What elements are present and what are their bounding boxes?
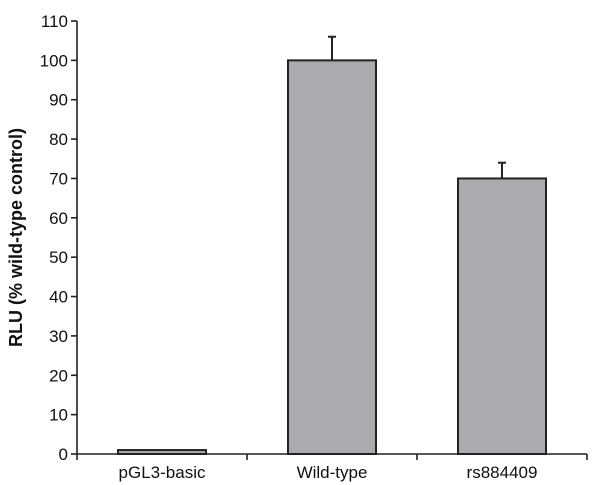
x-tick-label: rs884409	[467, 463, 538, 482]
y-tick-label: 100	[40, 51, 68, 70]
x-tick-label: Wild-type	[297, 463, 368, 482]
error-bars	[328, 35, 506, 179]
y-axis-label: RLU (% wild-type control)	[6, 128, 26, 347]
bar-pgl3-basic	[117, 449, 207, 455]
y-tick-label: 50	[49, 248, 68, 267]
bars	[117, 59, 547, 455]
y-tick-label: 0	[59, 445, 68, 464]
x-tick-label: pGL3-basic	[119, 463, 206, 482]
y-tick-label: 30	[49, 327, 68, 346]
y-tick-label: 60	[49, 209, 68, 228]
y-tick-label: 40	[49, 288, 68, 307]
y-ticks: 0 10 20 30 40 50 60 70 80 90 100 110	[40, 12, 77, 464]
y-tick-label: 80	[49, 130, 68, 149]
bar-rs884409	[457, 177, 547, 455]
y-tick-label: 90	[49, 91, 68, 110]
y-tick-label: 20	[49, 366, 68, 385]
x-ticks: pGL3-basic Wild-type rs884409	[76, 454, 588, 482]
bar-wild-type	[287, 59, 377, 455]
y-tick-label: 110	[41, 12, 68, 31]
y-axis-label-group: RLU (% wild-type control)	[6, 128, 26, 347]
y-tick-label: 10	[49, 406, 68, 425]
y-tick-label: 70	[49, 169, 68, 188]
